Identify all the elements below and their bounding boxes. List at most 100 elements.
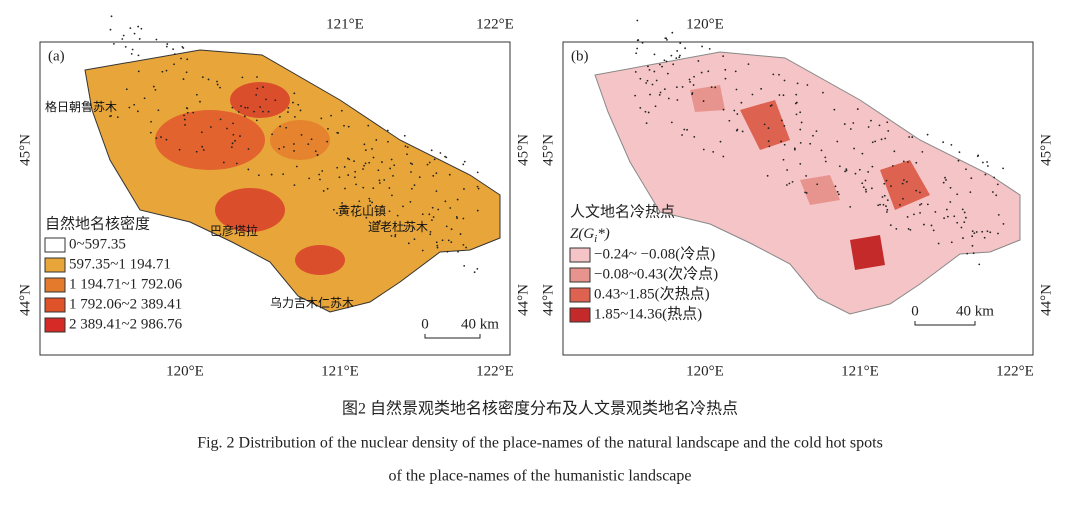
point [247, 168, 250, 171]
point [647, 111, 650, 114]
point [195, 150, 198, 153]
point [348, 158, 351, 161]
point [129, 27, 132, 30]
point [877, 204, 880, 207]
point [165, 45, 168, 48]
point [799, 111, 802, 114]
point [125, 88, 128, 91]
point [911, 136, 914, 138]
legend-label: −0.24~ −0.08(冷点) [594, 245, 715, 262]
point [956, 193, 959, 196]
point [691, 92, 694, 94]
point [232, 133, 235, 136]
point [343, 124, 345, 127]
point [381, 161, 383, 163]
point [734, 70, 737, 73]
point [137, 25, 140, 28]
point [971, 235, 974, 238]
point [724, 77, 727, 80]
legend-label: 0.43~1.85(次热点) [594, 285, 710, 302]
point [719, 140, 722, 143]
point [870, 187, 873, 190]
point [645, 122, 648, 125]
point [932, 229, 935, 232]
point [476, 171, 479, 174]
point [271, 133, 273, 136]
point [437, 208, 440, 211]
point [411, 163, 414, 166]
point [958, 151, 961, 154]
point [341, 202, 343, 204]
point [895, 227, 898, 230]
point [944, 176, 946, 179]
point [450, 228, 453, 231]
point [957, 159, 960, 162]
point [641, 42, 644, 44]
point [778, 73, 780, 76]
point [344, 211, 347, 213]
point [310, 138, 313, 141]
point [733, 109, 736, 112]
legend-label: 1 792.06~2 389.41 [69, 296, 182, 312]
point [435, 172, 438, 175]
point [299, 109, 302, 112]
point [973, 232, 976, 235]
point [902, 197, 904, 200]
point [639, 77, 642, 80]
bottom-axis-label: 120°E [686, 363, 724, 379]
point [961, 208, 964, 211]
point [409, 200, 412, 203]
point [871, 141, 874, 144]
point [972, 252, 975, 255]
point [293, 115, 296, 118]
point [231, 142, 234, 145]
point [815, 130, 818, 133]
place-name: 道老杜苏木 [368, 219, 428, 234]
point [736, 128, 739, 131]
point [371, 201, 374, 204]
point [292, 101, 294, 104]
point [676, 99, 679, 101]
point [435, 190, 438, 193]
point [782, 158, 785, 161]
point [661, 65, 663, 68]
point [800, 121, 803, 124]
point [712, 151, 715, 153]
point [432, 174, 435, 177]
point [906, 216, 909, 218]
point [926, 203, 929, 206]
point [375, 139, 378, 141]
point [279, 115, 281, 118]
point [665, 60, 668, 63]
top-axis-label: 120°E [686, 16, 724, 32]
point [185, 71, 188, 74]
point [783, 79, 786, 82]
point [886, 208, 889, 211]
point [881, 196, 884, 198]
point [834, 185, 837, 188]
point [149, 131, 152, 134]
point [763, 123, 766, 126]
point [671, 31, 674, 34]
point [793, 147, 796, 150]
point [956, 221, 959, 224]
point [387, 140, 389, 143]
point [428, 161, 431, 164]
point [185, 107, 188, 109]
point [799, 128, 802, 131]
legend-label: 0~597.35 [69, 236, 126, 252]
scale-bar [914, 321, 976, 326]
point [327, 127, 329, 130]
point [321, 170, 324, 172]
point [919, 203, 921, 206]
point [262, 110, 264, 113]
scale-label: 0 [911, 303, 919, 319]
point [337, 132, 340, 134]
point [406, 153, 408, 156]
point [864, 188, 867, 191]
point [824, 156, 827, 159]
point [852, 122, 855, 124]
point [697, 60, 700, 62]
hotspot [880, 160, 930, 210]
panel-label: (a) [48, 48, 65, 64]
